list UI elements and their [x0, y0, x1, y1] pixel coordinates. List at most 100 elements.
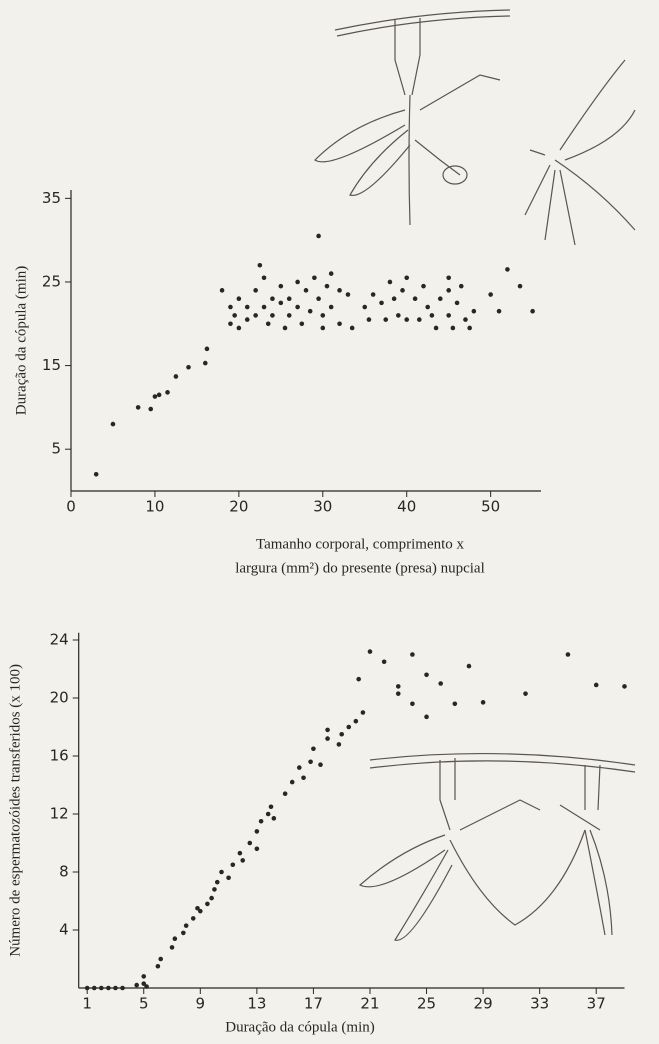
point — [303, 288, 309, 293]
point — [158, 956, 164, 962]
point — [244, 317, 250, 322]
point — [84, 985, 90, 991]
point — [346, 724, 352, 730]
point — [387, 279, 393, 285]
point — [228, 304, 233, 310]
point — [282, 325, 288, 331]
point — [366, 317, 372, 322]
point — [219, 288, 225, 293]
point — [253, 288, 258, 293]
point — [155, 963, 161, 969]
point — [268, 804, 274, 810]
point — [307, 308, 313, 314]
point — [381, 659, 387, 665]
point — [450, 325, 456, 331]
point — [113, 985, 118, 991]
point — [336, 742, 342, 747]
y-tick-label: 5 — [51, 440, 61, 458]
point — [471, 308, 477, 314]
point — [212, 887, 217, 892]
point — [265, 811, 271, 817]
point — [99, 985, 104, 991]
point — [466, 663, 472, 669]
point — [198, 908, 203, 914]
point — [301, 775, 306, 781]
point — [593, 682, 599, 688]
point — [278, 300, 284, 306]
x-tick-label: 37 — [587, 995, 606, 1013]
illustration-top — [314, 9, 636, 246]
point — [565, 652, 571, 657]
point — [254, 829, 260, 834]
chart: 4 8 12 16 20 24 1 5 9 13 17 21 25 29 33 37 Número de esp… — [7, 631, 627, 1035]
point — [135, 405, 141, 410]
point — [356, 676, 361, 682]
point — [258, 818, 264, 824]
point — [152, 394, 158, 399]
point — [505, 267, 510, 272]
point — [318, 762, 323, 767]
point — [337, 288, 342, 293]
point — [106, 985, 111, 991]
x-tick-label: 25 — [417, 995, 436, 1013]
point — [261, 304, 267, 310]
point — [312, 275, 317, 281]
point — [247, 840, 253, 846]
point — [270, 313, 275, 318]
point — [488, 292, 493, 297]
point — [226, 875, 231, 881]
point — [396, 313, 401, 318]
point — [141, 974, 147, 979]
point — [353, 718, 359, 724]
y-axis-label: Número de espermatozóides transferidos (… — [7, 664, 23, 957]
point — [295, 279, 300, 285]
x-tick-label: 10 — [145, 498, 164, 516]
point — [295, 304, 300, 310]
point — [271, 816, 277, 821]
point — [181, 930, 186, 936]
point — [299, 321, 305, 327]
point — [400, 288, 405, 293]
y-tick-label: 25 — [42, 272, 61, 290]
point — [370, 292, 376, 297]
point — [339, 731, 345, 737]
point — [254, 846, 260, 852]
x-tick-label: 5 — [139, 995, 149, 1013]
point — [349, 325, 355, 331]
point — [360, 710, 366, 715]
point — [421, 283, 426, 289]
x-tick-label: 9 — [196, 995, 206, 1013]
point — [345, 292, 351, 297]
x-tick-label: 21 — [360, 995, 379, 1013]
point — [337, 321, 342, 327]
point — [438, 681, 443, 686]
point — [253, 313, 258, 318]
y-tick-label: 15 — [42, 356, 61, 374]
y-tick-label: 24 — [50, 631, 69, 649]
x-axis-label: Tamanho corporal, comprimento x — [256, 536, 465, 552]
point — [404, 275, 410, 281]
point — [204, 346, 210, 352]
y-tick-label: 4 — [59, 921, 69, 939]
point — [173, 374, 179, 379]
point — [467, 325, 472, 331]
point — [425, 304, 430, 310]
point — [362, 304, 368, 310]
point — [316, 233, 321, 239]
x-tick-label: 40 — [397, 498, 416, 516]
x-tick-label: 29 — [474, 995, 493, 1013]
x-tick-label: 0 — [66, 498, 76, 516]
point — [156, 392, 162, 398]
point — [190, 916, 196, 921]
x-tick-label: 33 — [530, 995, 549, 1013]
point — [289, 779, 295, 785]
point — [622, 684, 627, 689]
point — [205, 901, 210, 907]
point — [391, 296, 397, 301]
point — [446, 313, 451, 318]
chart: 5 15 25 35 0 10 20 30 40 50 Duração da cópula (min… — [13, 189, 541, 576]
point — [219, 869, 224, 875]
x-axis-label: Duração da cópula (min) — [225, 1019, 375, 1035]
point — [496, 308, 502, 314]
